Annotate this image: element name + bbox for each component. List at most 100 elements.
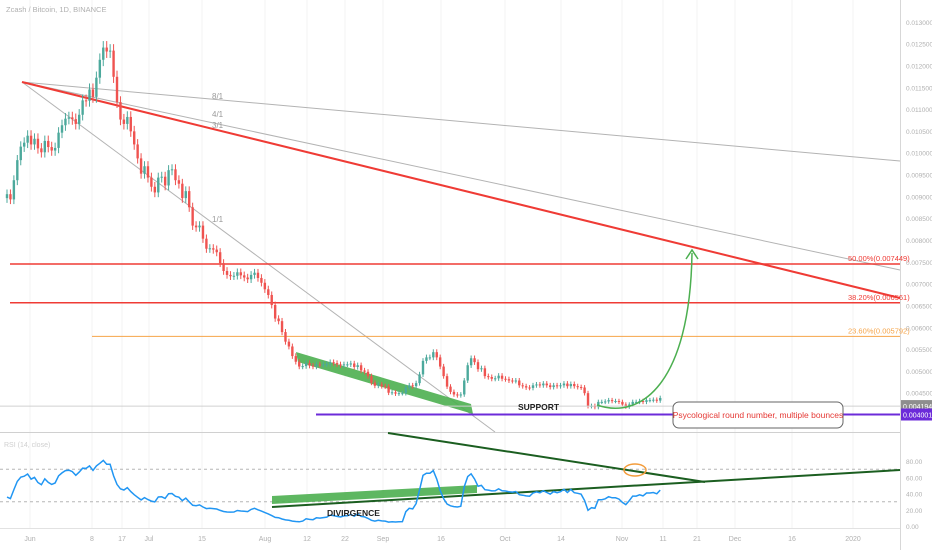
candle-body — [463, 380, 466, 395]
time-tick-label: 8 — [90, 536, 94, 543]
candle-body — [108, 50, 112, 52]
time-tick-label: 17 — [118, 536, 126, 543]
candle-body — [174, 169, 177, 181]
candle-body — [394, 392, 397, 394]
candle-body — [604, 401, 607, 403]
candle-body — [188, 191, 191, 208]
candle-body — [387, 386, 390, 393]
candle-body — [12, 180, 16, 200]
fan-label: 4/1 — [212, 110, 224, 119]
fib-retracement: 50.00%(0.007449) 38.20%(0.006561) 23.60%(0… — [10, 254, 910, 337]
candle-body — [181, 183, 184, 199]
candle-body — [84, 100, 88, 102]
price-tick-label: 0.007500 — [906, 260, 932, 267]
candle-body — [5, 194, 9, 199]
candle-body — [256, 272, 260, 278]
price-tick-label: 0.006000 — [906, 325, 932, 332]
candle-body — [562, 383, 566, 386]
gann-fan: 8/1 4/1 3/1 1/1 — [21, 81, 901, 433]
candle-body — [432, 352, 435, 358]
price-tick-label: 0.012500 — [906, 42, 932, 49]
rsi-pane — [6, 459, 661, 523]
candle-body — [133, 131, 136, 145]
candle-body — [349, 363, 352, 365]
candle-body — [559, 385, 562, 387]
candle-body — [538, 384, 542, 386]
candle-body — [284, 332, 287, 342]
candle-body — [535, 384, 538, 386]
candle-body — [157, 177, 160, 193]
candle-body — [40, 148, 43, 153]
candle-body — [346, 364, 349, 366]
candle-body — [504, 378, 507, 380]
rsi-tick-label: 60.00 — [906, 475, 923, 482]
candle-body — [617, 401, 621, 403]
candle-body — [160, 176, 163, 178]
candle-body — [524, 386, 528, 388]
candle-body — [597, 401, 600, 408]
candle-body — [239, 272, 242, 276]
fan-label: 8/1 — [212, 92, 224, 101]
fan-label: 3/1 — [212, 121, 224, 130]
rsi-divergence-band — [272, 485, 477, 504]
candle-body — [273, 305, 277, 319]
candle-body — [201, 225, 205, 239]
candle-body — [47, 140, 50, 148]
time-tick-label: 15 — [198, 536, 206, 543]
price-tick-label: 0.005500 — [906, 347, 932, 354]
price-tick-label: 0.009000 — [906, 194, 932, 201]
candle-body — [411, 385, 414, 387]
candle-body — [483, 368, 487, 377]
candle-body — [184, 191, 187, 199]
time-tick-label: 2020 — [845, 536, 861, 543]
candle-body — [634, 401, 638, 403]
candle-body — [397, 393, 401, 395]
time-tick-label: 16 — [437, 536, 445, 543]
candle-body — [373, 382, 377, 386]
time-tick-label: Dec — [729, 536, 742, 543]
candle-body — [401, 393, 404, 395]
candle-body — [328, 362, 332, 364]
fan-line-8-1 — [21, 81, 901, 162]
candle-body — [115, 76, 119, 103]
candle-body — [129, 116, 132, 132]
candle-body — [339, 364, 342, 366]
divergence-label: DIVIRGENCE — [327, 508, 380, 518]
candle-body — [518, 380, 521, 386]
candle-body — [404, 387, 408, 394]
candle-body — [332, 362, 335, 364]
candle-body — [16, 160, 19, 181]
last-price-tag-text: 0.004194 — [903, 404, 932, 411]
time-tick-label: 11 — [659, 536, 666, 543]
candle-body — [645, 400, 648, 402]
candle-body — [573, 384, 576, 387]
candle-body — [91, 89, 95, 97]
candle-body — [507, 379, 511, 381]
candle-body — [363, 370, 366, 372]
candle-body — [566, 383, 569, 387]
projection-arrow — [596, 252, 693, 409]
candle-body — [163, 176, 167, 186]
candle-body — [64, 118, 67, 126]
rsi-cross-marker — [623, 463, 647, 477]
candle-body — [29, 135, 33, 145]
candle-body — [212, 248, 215, 250]
candle-body — [655, 399, 658, 401]
red-trendline — [21, 81, 901, 299]
candle-body — [88, 89, 91, 101]
candle-body — [569, 384, 573, 387]
candle-body — [236, 272, 239, 276]
fib-level-label: 50.00%(0.007449) — [848, 254, 910, 263]
candle-body — [383, 386, 387, 388]
candle-body — [356, 365, 359, 367]
candle-body — [194, 225, 198, 228]
price-tick-label: 0.010500 — [906, 129, 932, 136]
candle-body — [322, 364, 325, 366]
candle-body — [170, 169, 174, 171]
candle-body — [67, 117, 71, 119]
rsi-title: RSI (14, close) — [4, 442, 50, 449]
time-tick-label: 22 — [341, 536, 349, 543]
candle-body — [452, 391, 456, 395]
candle-body — [552, 385, 555, 388]
